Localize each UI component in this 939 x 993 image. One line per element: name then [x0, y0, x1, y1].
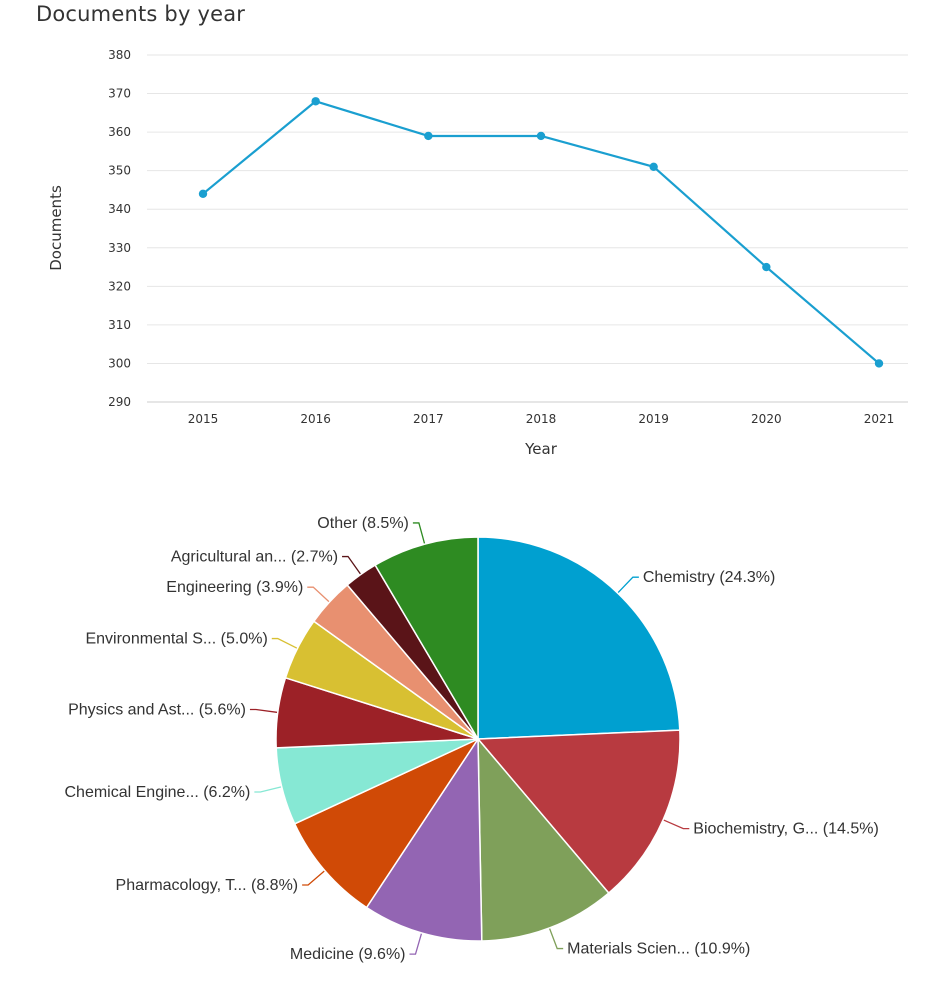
x-tick-label: 2019 — [638, 412, 669, 426]
y-tick-label: 380 — [108, 48, 131, 62]
pie-slice[interactable] — [477, 729, 681, 894]
x-tick-label: 2018 — [526, 412, 557, 426]
pie-label: Environmental S... (5.0%) — [85, 631, 267, 648]
y-tick-label: 350 — [108, 164, 131, 178]
x-tick-label: 2020 — [751, 412, 782, 426]
pie-connector — [271, 637, 298, 650]
pie-connector — [254, 786, 282, 793]
pie-slice[interactable] — [365, 738, 483, 942]
pie-label: Chemical Engine... (6.2%) — [64, 784, 250, 801]
data-point[interactable] — [762, 262, 771, 272]
page-title: Documents by year — [36, 2, 246, 26]
pie-slice[interactable] — [477, 536, 681, 740]
pie-label: Physics and Ast... (5.6%) — [68, 702, 246, 719]
pie-label: Other (8.5%) — [317, 515, 409, 532]
pie-connector — [342, 555, 362, 575]
y-tick-label: 310 — [108, 318, 131, 332]
pie-label: Agricultural an... (2.7%) — [171, 549, 338, 566]
pie-label: Medicine (9.6%) — [290, 946, 406, 963]
x-axis-title: Year — [524, 440, 558, 458]
data-point[interactable] — [311, 97, 320, 106]
y-tick-label: 290 — [108, 395, 131, 409]
x-tick-label: 2017 — [413, 412, 444, 426]
pie-connector — [307, 586, 330, 603]
pie-label: Biochemistry, G... (14.5%) — [693, 821, 879, 838]
pie-connector — [249, 708, 278, 714]
pie-slice[interactable] — [477, 738, 610, 942]
pie-slice[interactable] — [374, 536, 479, 740]
data-point[interactable] — [424, 131, 433, 141]
y-tick-label: 320 — [108, 279, 131, 293]
data-point[interactable] — [536, 131, 546, 141]
data-point[interactable] — [198, 189, 208, 198]
pie-connector — [412, 522, 426, 545]
pie-connector — [302, 870, 326, 886]
x-tick-label: 2015 — [188, 412, 219, 426]
pie-connector — [548, 927, 564, 950]
y-tick-label: 370 — [108, 87, 131, 101]
y-tick-label: 300 — [108, 356, 131, 370]
x-tick-label: 2021 — [864, 412, 895, 426]
y-tick-label: 360 — [108, 125, 131, 139]
y-tick-label: 340 — [108, 202, 131, 216]
pie-label: Chemistry (24.3%) — [643, 569, 775, 586]
pie-connector — [409, 932, 423, 955]
pie-connector — [617, 576, 639, 594]
x-tick-label: 2016 — [300, 412, 331, 426]
pie-connector — [662, 819, 690, 830]
series-line — [202, 100, 880, 365]
pie-label: Engineering (3.9%) — [166, 579, 303, 596]
line-chart: 290 300 310 320 330 340 350 360 370 380 2015 2016 2… — [47, 48, 908, 458]
data-point[interactable] — [874, 359, 884, 368]
pie-chart: Chemistry (24.3%) Biochemistry, G... (14.… — [64, 515, 879, 963]
pie-slice[interactable] — [293, 738, 479, 909]
pie-label: Materials Scien... (10.9%) — [567, 941, 750, 958]
y-tick-label: 330 — [108, 241, 131, 255]
y-axis-title: Documents — [47, 185, 65, 271]
data-point[interactable] — [649, 162, 658, 172]
pie-label: Pharmacology, T... (8.8%) — [116, 877, 299, 894]
